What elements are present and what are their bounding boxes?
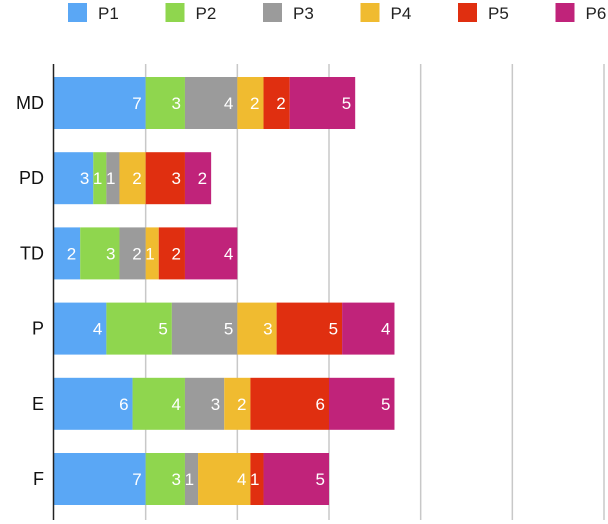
value-label: 5: [381, 395, 390, 414]
grid-lines: [144, 64, 605, 520]
bar-segment-e-p6: [329, 377, 395, 430]
category-label-pd: PD: [19, 168, 44, 188]
legend-swatch-p3: [263, 3, 282, 22]
legend: P1 P2 P3 P4 P5 P6: [68, 3, 606, 23]
bar-segment-pd-p1: [54, 152, 94, 205]
value-label: 5: [342, 94, 351, 113]
legend-swatch-p5: [458, 3, 477, 22]
legend-label-p4: P4: [391, 4, 412, 23]
bar-segment-e-p2: [132, 377, 185, 430]
bar-segment-md-p2: [145, 77, 185, 129]
legend-label-p2: P2: [196, 4, 217, 23]
value-label: 2: [67, 244, 76, 263]
value-label: 3: [171, 169, 180, 188]
bar-segment-e-p4: [224, 377, 251, 430]
bar-segment-pd-p6: [184, 152, 212, 205]
bar-segment-pd-p3: [106, 152, 120, 205]
bar-segment-f-p1: [54, 453, 146, 505]
value-label: 4: [171, 395, 180, 414]
bar-segment-md-p1: [54, 77, 146, 129]
value-label: 5: [316, 470, 325, 489]
value-label: 5: [158, 320, 167, 339]
bar-segment-md-p5: [263, 77, 290, 129]
value-label: 2: [276, 94, 285, 113]
bar-segment-p-p3: [171, 302, 238, 355]
legend-label-p1: P1: [98, 4, 119, 23]
value-label: 4: [93, 320, 102, 339]
bar-segment-f-p4: [198, 453, 251, 505]
value-label: 2: [198, 169, 207, 188]
bar-segment-p-p1: [54, 302, 107, 355]
value-label: 2: [237, 395, 246, 414]
value-label: 2: [132, 169, 141, 188]
value-label: 1: [250, 470, 259, 489]
bar-segment-p-p5: [276, 302, 343, 355]
value-label: 2: [250, 94, 259, 113]
bar-segment-p-p2: [106, 302, 172, 355]
value-label: 4: [381, 320, 390, 339]
bar-segment-td-p2: [80, 227, 120, 280]
legend-swatch-p1: [68, 3, 87, 22]
bar-segment-p-p4: [237, 302, 277, 355]
value-label: 3: [211, 395, 220, 414]
bar-segment-p-p6: [342, 302, 395, 355]
bar-segment-f-p2: [145, 453, 185, 505]
bar-segment-md-p6: [289, 77, 356, 129]
value-label: 3: [171, 94, 180, 113]
value-label: 6: [119, 395, 128, 414]
value-label: 3: [80, 169, 89, 188]
value-label: 1: [185, 470, 194, 489]
value-label: 2: [171, 244, 180, 263]
category-label-e: E: [32, 394, 44, 414]
category-labels: MD PD TD P E F: [16, 93, 44, 489]
bar-segment-f-p5: [250, 453, 264, 505]
value-label: 2: [132, 244, 141, 263]
value-label: 4: [237, 470, 246, 489]
value-label: 1: [106, 169, 115, 188]
value-label: 6: [316, 395, 325, 414]
value-label: 5: [329, 320, 338, 339]
category-label-md: MD: [16, 93, 44, 113]
value-label: 3: [106, 244, 115, 263]
bar-segment-e-p1: [54, 377, 133, 430]
bar-segment-e-p5: [250, 377, 329, 430]
bars: [54, 77, 395, 505]
value-label: 4: [224, 244, 233, 263]
category-label-td: TD: [20, 243, 44, 263]
bar-segment-pd-p2: [93, 152, 107, 205]
value-label: 5: [224, 320, 233, 339]
bar-segment-e-p3: [184, 377, 225, 430]
category-label-f: F: [33, 469, 44, 489]
value-label: 4: [224, 94, 233, 113]
bar-segment-td-p3: [119, 227, 146, 280]
value-label: 7: [132, 470, 141, 489]
value-label: 1: [93, 169, 102, 188]
bar-segment-td-p4: [145, 227, 159, 280]
value-labels: 7 3 4 2 2 53 1 1 2 3 22 3 2 1 2 44 5 5 3 5 46 4 3 2 6 57 3 1 4 1 5: [67, 94, 391, 489]
bar-segment-md-p3: [184, 77, 238, 129]
legend-swatch-p2: [165, 3, 185, 22]
category-label-p: P: [32, 319, 44, 339]
bar-segment-td-p6: [184, 227, 238, 280]
legend-label-p5: P5: [488, 4, 509, 23]
legend-swatch-p4: [360, 3, 380, 22]
value-label: 7: [132, 94, 141, 113]
bar-segment-td-p1: [54, 227, 81, 280]
bar-segment-f-p3: [184, 453, 199, 505]
value-label: 1: [145, 244, 154, 263]
bar-segment-pd-p5: [145, 152, 185, 205]
bar-segment-pd-p4: [119, 152, 146, 205]
value-label: 3: [263, 320, 272, 339]
legend-label-p6: P6: [586, 4, 607, 23]
bar-segment-md-p4: [237, 77, 264, 129]
legend-label-p3: P3: [293, 4, 314, 23]
bar-segment-td-p5: [158, 227, 185, 280]
bar-segment-f-p6: [263, 453, 329, 505]
legend-swatch-p6: [555, 3, 575, 22]
value-label: 3: [171, 470, 180, 489]
